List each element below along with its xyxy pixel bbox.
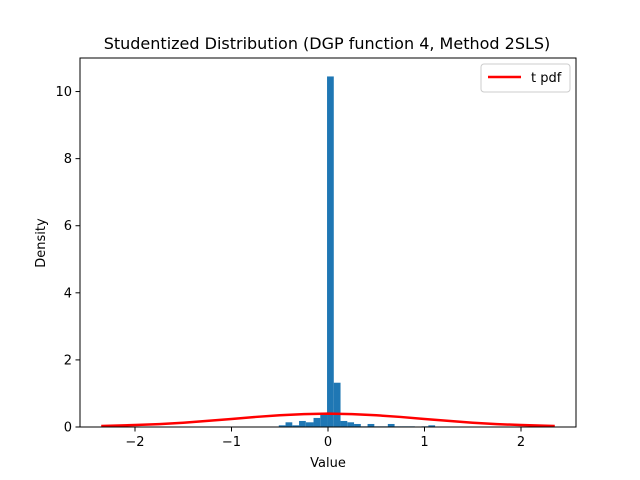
x-tick-label: −1 xyxy=(222,435,241,450)
x-axis-title: Value xyxy=(310,456,346,471)
x-axis: −2 −1 0 1 2 xyxy=(125,427,525,450)
legend-box xyxy=(480,63,571,93)
histogram-bar-3 xyxy=(299,420,306,427)
legend-label-t-pdf: t pdf xyxy=(531,71,562,86)
legend: t pdf xyxy=(480,63,571,93)
pdf-lines xyxy=(101,412,555,428)
x-tick-label: −2 xyxy=(125,435,144,450)
y-tick-label: 4 xyxy=(64,286,72,301)
y-tick-label: 10 xyxy=(55,85,72,100)
x-tick-label: 2 xyxy=(517,435,525,450)
x-tick-label: 1 xyxy=(420,435,428,450)
y-tick-label: 0 xyxy=(64,421,72,436)
histogram-bar-13 xyxy=(367,423,375,427)
histogram-bar-8 xyxy=(333,382,341,427)
histogram-bar-11 xyxy=(354,423,361,427)
histogram-bars xyxy=(278,76,436,427)
histogram-bar-6 xyxy=(320,413,328,427)
series-line-t-pdf xyxy=(101,412,555,428)
histogram-bar-10 xyxy=(347,422,355,427)
histogram-bar-21 xyxy=(428,425,436,427)
histogram-bar-9 xyxy=(340,420,348,427)
histogram-bar-7 xyxy=(327,76,334,427)
y-tick-label: 6 xyxy=(64,219,72,234)
histogram-bar-1 xyxy=(285,422,293,427)
chart-title: Studentized Distribution (DGP function 4… xyxy=(104,34,551,53)
histogram-bar-2 xyxy=(292,425,300,427)
y-tick-label: 8 xyxy=(64,152,72,167)
histogram-bar-4 xyxy=(305,422,314,427)
x-tick-label: 0 xyxy=(324,435,332,450)
histogram-bar-16 xyxy=(387,423,395,427)
y-tick-label: 2 xyxy=(64,353,72,368)
histogram-bar-5 xyxy=(313,417,321,427)
histogram-bar-0 xyxy=(278,425,286,427)
y-axis: 0 2 4 6 8 10 xyxy=(55,85,80,436)
y-axis-title: Density xyxy=(34,218,49,268)
